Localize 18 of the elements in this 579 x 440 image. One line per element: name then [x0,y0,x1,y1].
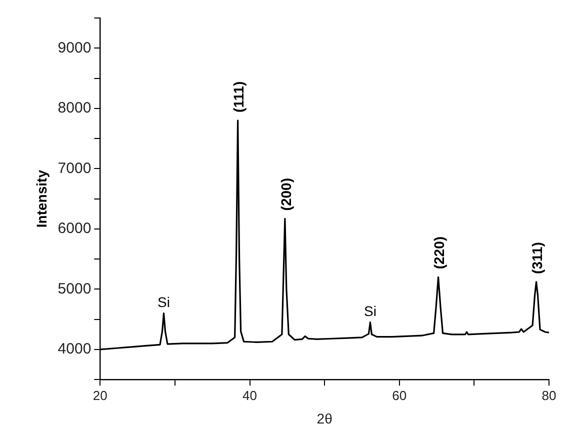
y-tick-label: 5000 [58,280,92,298]
y-axis-title: Intensity [33,170,50,228]
y-tick-label: 4000 [58,340,92,358]
annotation: Si [158,294,170,310]
x-tick-label: 80 [542,388,556,403]
y-tick-label: 8000 [58,100,92,117]
y-tick-label: 7000 [58,160,92,177]
x-tick-label: 40 [242,388,258,403]
annotation: (111) [230,81,247,112]
annotation: (311) [529,242,546,274]
annotation: (200) [278,178,294,211]
y-tick-label: 9000 [58,39,92,56]
x-tick-label: 60 [392,388,407,403]
x-axis-title: 2θ [316,410,333,426]
x-tick-label: 20 [92,388,108,403]
annotation: (220) [431,236,448,270]
y-tick-label: 6000 [58,220,92,238]
annotation: Si [364,303,376,320]
